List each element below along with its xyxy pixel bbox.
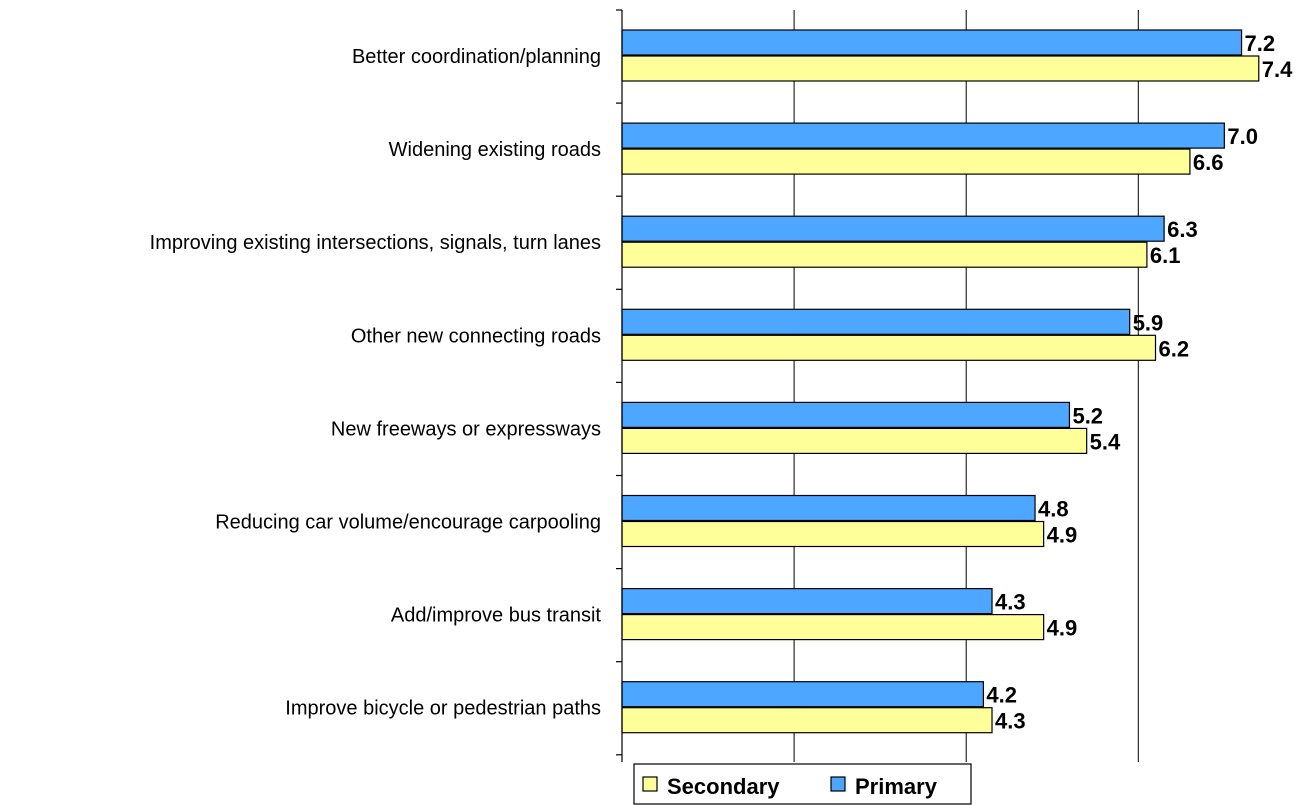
bar-secondary xyxy=(621,613,1045,641)
value-label-secondary: 4.9 xyxy=(1047,616,1078,641)
legend-swatch-secondary xyxy=(642,776,658,792)
bar-secondary xyxy=(621,334,1157,361)
value-label-secondary: 5.4 xyxy=(1090,429,1121,454)
value-label-secondary: 7.4 xyxy=(1262,57,1293,82)
category-labels: Better coordination/planning Widening exi… xyxy=(150,46,602,720)
value-labels: 7.27.47.06.66.36.15.96.25.25.44.84.94.34… xyxy=(986,31,1293,734)
bar-primary xyxy=(621,122,1225,149)
legend-box xyxy=(633,763,972,805)
category-label: Widening existing roads xyxy=(389,139,601,161)
bar-primary xyxy=(621,681,985,708)
bar-primary xyxy=(621,401,1071,428)
category-label: Improve bicycle or pedestrian paths xyxy=(285,698,601,720)
y-axis xyxy=(616,9,623,762)
bar-primary xyxy=(621,587,993,615)
bar-primary xyxy=(621,494,1036,522)
bar-primary xyxy=(621,308,1131,335)
category-label: Reducing car volume/encourage carpooling xyxy=(215,512,601,534)
bars xyxy=(621,29,1260,734)
value-label-primary: 6.3 xyxy=(1167,217,1198,242)
bar-secondary xyxy=(621,427,1088,454)
category-label: Better coordination/planning xyxy=(352,46,601,68)
value-label-secondary: 6.6 xyxy=(1193,150,1224,175)
value-label-primary: 4.3 xyxy=(995,590,1026,615)
value-label-primary: 5.2 xyxy=(1072,403,1103,428)
bar-primary xyxy=(621,215,1165,242)
bar-secondary xyxy=(621,55,1260,82)
value-label-secondary: 4.3 xyxy=(995,709,1026,734)
bar-secondary xyxy=(621,241,1148,268)
value-label-secondary: 6.1 xyxy=(1150,243,1181,268)
value-label-secondary: 6.2 xyxy=(1159,336,1190,361)
value-label-primary: 4.2 xyxy=(986,683,1017,708)
bar-secondary xyxy=(621,707,993,734)
category-label: Add/improve bus transit xyxy=(391,605,602,627)
bar-primary xyxy=(621,29,1243,56)
value-label-secondary: 4.9 xyxy=(1047,523,1078,548)
legend-label-primary: Primary xyxy=(855,774,938,799)
legend-swatch-primary xyxy=(830,776,846,792)
value-label-primary: 5.9 xyxy=(1133,310,1164,335)
legend-label-secondary: Secondary xyxy=(667,774,780,799)
value-label-primary: 7.0 xyxy=(1227,124,1258,149)
category-label: Improving existing intersections, signal… xyxy=(150,232,601,254)
value-label-primary: 7.2 xyxy=(1245,31,1276,56)
category-label: New freeways or expressways xyxy=(331,418,601,440)
value-label-primary: 4.8 xyxy=(1038,497,1069,522)
bar-secondary xyxy=(621,148,1191,175)
category-label: Other new connecting roads xyxy=(351,325,601,347)
legend: Secondary Primary xyxy=(633,763,972,805)
bar-secondary xyxy=(621,520,1045,548)
